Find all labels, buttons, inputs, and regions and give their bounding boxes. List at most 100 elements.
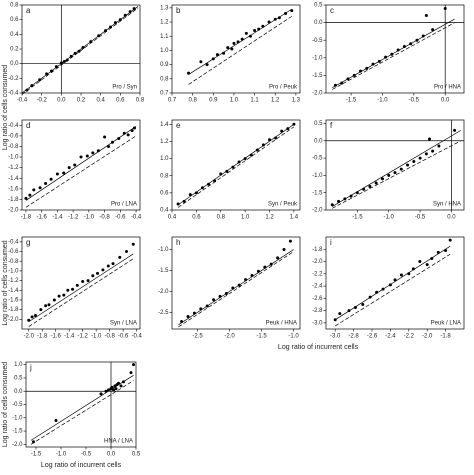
data-point (130, 129, 134, 133)
x-tick-label: 0.6 (116, 98, 125, 104)
data-point (86, 279, 90, 283)
x-tick-label: -2.0 (422, 334, 433, 340)
y-tick-label: -0.5 (312, 38, 323, 44)
data-point (250, 273, 254, 277)
y-tick-label: 0.8 (160, 76, 169, 82)
data-point (268, 138, 272, 142)
data-point (186, 314, 190, 318)
data-point (91, 274, 95, 278)
plot-frame (171, 4, 301, 94)
data-point (381, 287, 385, 291)
data-point (353, 306, 357, 310)
data-point (231, 286, 235, 290)
x-tick-label: -1.8 (440, 334, 451, 340)
y-tick-label: -2.8 (312, 308, 323, 314)
plot-frame (325, 236, 465, 330)
y-tick-label: 0.8 (160, 173, 169, 179)
data-point (374, 181, 378, 185)
x-tick-label: 0.6 (192, 215, 201, 221)
panel-annotation: HNA / LNA (104, 439, 133, 445)
x-tick-label: 0.4 (168, 215, 177, 221)
data-point (237, 160, 241, 164)
data-point (421, 34, 425, 38)
fit-line (335, 253, 451, 327)
y-tick-label: -1.4 (8, 176, 19, 182)
y-tick-label: -2.0 (312, 91, 323, 97)
data-point (375, 290, 379, 294)
fit-line (28, 258, 134, 327)
y-axis-label: Log ratio of cells consumed (2, 240, 9, 325)
data-point (428, 137, 431, 141)
data-point (81, 46, 85, 50)
data-point (205, 304, 209, 308)
data-point (77, 49, 81, 53)
panel-annotation: Pro / HNA (434, 85, 461, 91)
x-tick-label: -0.2 (36, 98, 47, 104)
plot-frame (171, 119, 301, 211)
data-point (199, 60, 203, 64)
plot-frame (325, 119, 465, 211)
data-point (113, 21, 117, 25)
data-point (33, 313, 37, 317)
data-point (59, 61, 63, 65)
data-point (39, 308, 43, 312)
data-point (415, 38, 419, 42)
data-point (396, 48, 400, 52)
data-point (101, 268, 105, 272)
data-point (89, 40, 93, 44)
x-tick-label: -1.0 (91, 334, 102, 340)
data-point (24, 196, 28, 200)
data-point (122, 380, 125, 384)
x-tick-label: 0.8 (136, 98, 145, 104)
y-tick-label: -0.8 (8, 144, 19, 150)
data-point (431, 149, 435, 153)
y-tick-label: -0.6 (8, 249, 19, 255)
y-tick-label: -1.6 (8, 298, 19, 304)
data-point (117, 381, 120, 385)
data-point (213, 179, 217, 183)
data-point (212, 298, 216, 302)
y-tick-label: -2.5 (158, 310, 169, 316)
x-tick-label: -0.4 (131, 215, 142, 221)
data-point (67, 166, 71, 170)
y-tick-label: -2.0 (12, 442, 23, 448)
y-tick-label: 1.3 (160, 5, 169, 11)
x-tick-label: 1.1 (250, 98, 259, 104)
data-point (255, 148, 259, 152)
y-tick-label: -0.6 (8, 133, 19, 139)
y-axis-label: Log ratio of cells consumed (2, 362, 9, 447)
data-point (123, 13, 127, 17)
data-point (230, 47, 234, 51)
y-tick-label: 0.6 (10, 17, 19, 23)
data-point (377, 59, 381, 63)
x-tick-label: -1.0 (56, 452, 67, 458)
data-point (365, 66, 369, 70)
x-tick-label: -1.5 (346, 98, 357, 104)
fit-line (28, 253, 134, 323)
y-tick-label: -0.5 (12, 402, 23, 408)
x-tick-label: -0.5 (81, 452, 92, 458)
data-point (355, 191, 359, 195)
panel-letter: g (26, 238, 30, 247)
fit-line (177, 126, 295, 208)
data-point (118, 18, 122, 22)
data-point (352, 73, 356, 77)
y-tick-label: 0.6 (160, 190, 169, 196)
data-point (231, 165, 235, 169)
x-tick-label: -1.5 (352, 215, 363, 221)
y-tick-label: 0.0 (314, 138, 323, 144)
y-tick-label: 1.2 (160, 139, 169, 145)
y-tick-label: 0.8 (10, 3, 19, 9)
x-tick-label: -1.6 (36, 215, 47, 221)
data-point (406, 163, 410, 167)
data-point (28, 193, 32, 197)
x-tick-label: -1.0 (384, 215, 395, 221)
data-point (91, 151, 95, 155)
data-point (244, 31, 248, 35)
x-tick-label: -0.4 (17, 98, 28, 104)
x-tick-label: 0.0 (447, 215, 456, 221)
data-point (237, 283, 241, 287)
data-point (180, 319, 184, 323)
y-tick-label: -1.4 (8, 288, 19, 294)
data-point (248, 34, 252, 38)
